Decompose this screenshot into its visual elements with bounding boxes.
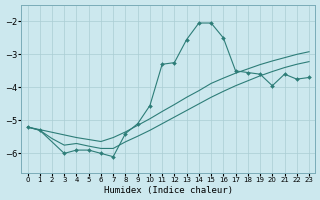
X-axis label: Humidex (Indice chaleur): Humidex (Indice chaleur) xyxy=(104,186,233,195)
